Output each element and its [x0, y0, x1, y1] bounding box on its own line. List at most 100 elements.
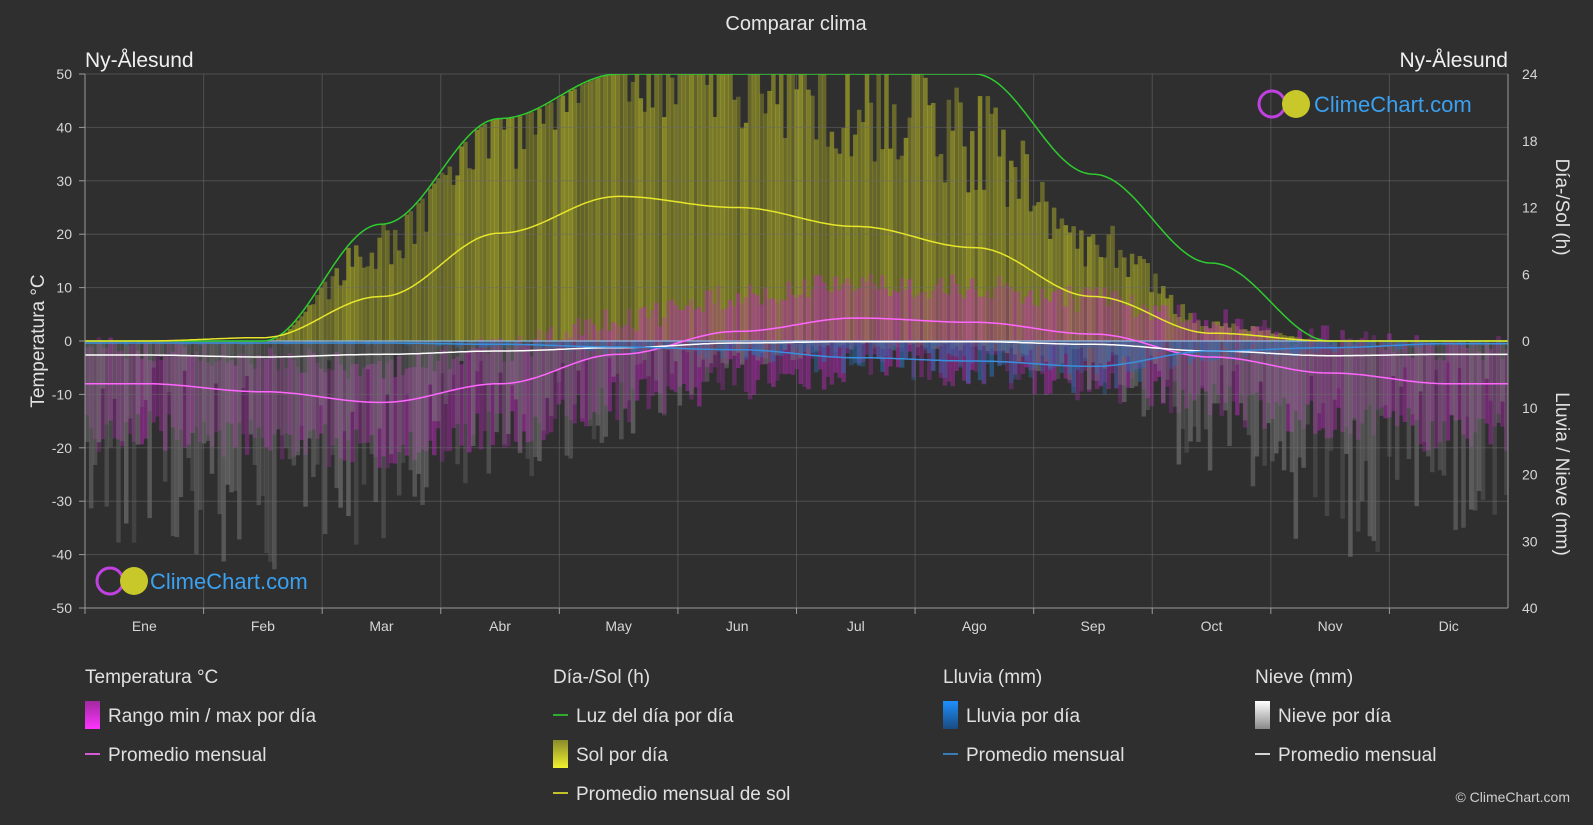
rain-day-bar: [724, 341, 729, 351]
rain-day-bar: [1149, 341, 1154, 362]
snow-day-bar: [747, 341, 753, 349]
sun-day-bar: [1266, 329, 1271, 341]
snow-day-bar: [587, 341, 593, 426]
rain-day-bar: [1250, 341, 1256, 345]
snow-day-bar: [817, 341, 823, 346]
snow-day-bar: [408, 341, 414, 471]
temp-range-bar: [1164, 305, 1170, 387]
temp-range-bar: [728, 300, 733, 360]
legend-item[interactable]: Promedio mensual: [943, 745, 1124, 766]
snow-day-bar: [338, 341, 343, 508]
snow-day-bar: [642, 341, 647, 361]
temp-range-bar: [354, 363, 359, 430]
temp-range-bar: [1297, 329, 1302, 421]
legend-item[interactable]: Sol por día: [553, 740, 668, 768]
temp-range-bar: [798, 294, 803, 384]
snow-day-bar: [354, 341, 359, 545]
snow-day-bar: [689, 341, 694, 395]
brand-logo-bottom[interactable]: ClimeChart.com: [95, 566, 308, 596]
snow-day-bar: [658, 341, 663, 413]
temp-range-bar: [626, 309, 632, 423]
sun-day-bar: [470, 169, 476, 341]
snow-day-bar: [892, 341, 897, 351]
snow-day-bar: [568, 341, 573, 459]
snow-day-bar: [509, 341, 515, 386]
sun-day-bar: [853, 134, 858, 341]
snow-day-bar: [1012, 341, 1018, 355]
legend-item[interactable]: Rango min / max por día: [85, 701, 316, 729]
rain-day-bar: [634, 341, 640, 352]
snow-day-bar: [1410, 341, 1416, 415]
sun-day-bar: [416, 203, 421, 341]
rain-day-bar: [474, 341, 480, 346]
temp-range-bar: [1079, 292, 1084, 392]
temp-range-bar: [911, 297, 917, 378]
temp-range-bar: [155, 341, 160, 417]
rain-day-bar: [829, 341, 835, 357]
sun-day-bar: [1008, 160, 1014, 341]
temp-range-bar: [903, 289, 909, 359]
sun-day-bar: [751, 74, 757, 341]
rain-day-bar: [1071, 341, 1076, 394]
sun-day-bar: [798, 74, 803, 341]
snow-day-bar: [431, 341, 437, 422]
temp-range-bar: [989, 298, 994, 355]
snow-day-bar: [1430, 341, 1435, 473]
snow-day-bar: [92, 341, 98, 465]
snow-day-bar: [825, 341, 831, 346]
temp-range-bar: [1324, 325, 1330, 439]
snow-day-bar: [1036, 341, 1041, 372]
snow-day-bar: [264, 341, 269, 554]
rain-day-bar: [1133, 341, 1139, 372]
temp-range-bar: [642, 306, 647, 379]
rain-day-bar: [1223, 341, 1228, 348]
sun-day-bar: [1250, 326, 1256, 341]
temp-range-bar: [782, 300, 788, 375]
snow-day-bar: [1157, 341, 1162, 372]
temperature-avg-line: [85, 317, 1508, 404]
temp-range-bar: [478, 338, 484, 450]
legend-item[interactable]: Nieve por día: [1255, 701, 1391, 729]
legend-item-label: Promedio mensual: [1278, 745, 1436, 766]
legend-item[interactable]: Lluvia por día: [943, 701, 1081, 729]
rain-day-bar: [782, 341, 788, 350]
rain-day-bar: [1285, 341, 1291, 346]
snow-day-bar: [104, 341, 109, 507]
snow-day-bar: [307, 341, 312, 439]
brand-logo-top[interactable]: ClimeChart.com: [1257, 89, 1472, 119]
snow-day-bar: [1332, 341, 1338, 400]
rain-day-bar: [1059, 341, 1065, 374]
snow-day-bar: [704, 341, 710, 382]
snow-day-bar: [1449, 341, 1455, 415]
sun-day-bar: [1094, 244, 1100, 341]
legend-item[interactable]: Promedio mensual: [1255, 745, 1436, 766]
legend-item[interactable]: Luz del día por día: [553, 706, 734, 727]
snow-day-bar: [1055, 341, 1061, 379]
legend-item[interactable]: Promedio mensual de sol: [553, 784, 790, 805]
sun-day-bar: [1196, 320, 1201, 341]
temp-range-bar: [389, 359, 394, 464]
rain-day-bar: [1067, 341, 1072, 374]
snow-day-bar: [1406, 341, 1412, 460]
snow-day-bar: [127, 341, 133, 419]
snow-day-bar: [482, 341, 488, 384]
legend-item[interactable]: Promedio mensual: [85, 745, 266, 766]
temp-range-bar: [233, 365, 238, 448]
snow-day-bar: [708, 341, 714, 364]
sun-day-bar: [903, 137, 909, 341]
sun-day-bar: [498, 118, 503, 341]
temp-range-bar: [1453, 344, 1458, 421]
sun-day-bar: [1238, 329, 1244, 341]
temp-range-bar: [942, 292, 948, 386]
temp-range-bar: [833, 276, 839, 373]
temp-range-bar: [634, 331, 640, 401]
rain-day-bar: [1075, 341, 1080, 370]
temp-range-bar: [217, 360, 223, 431]
snow-day-bar: [564, 341, 570, 456]
temp-range-bar: [1340, 330, 1345, 432]
sun-day-bar: [677, 74, 683, 341]
snow-day-bar: [662, 341, 667, 416]
sun-day-bar: [927, 105, 932, 342]
sun-day-bar: [318, 287, 324, 341]
rain-avg-line: [85, 342, 1508, 368]
